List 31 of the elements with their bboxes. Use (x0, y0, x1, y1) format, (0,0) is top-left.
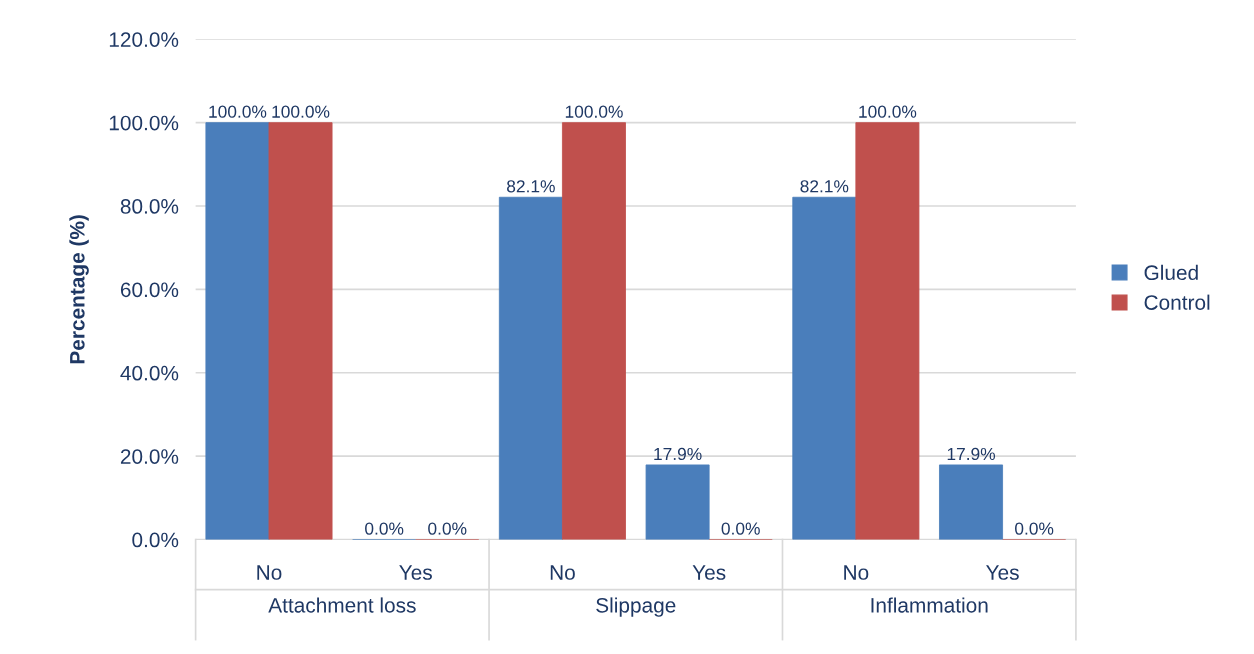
y-tick-label: 0.0% (132, 532, 179, 548)
y-tick-label: 40.0% (120, 365, 179, 381)
x-tick-label: Yes (399, 565, 432, 580)
data-label: 0.0% (428, 522, 467, 535)
x-tick-label: Yes (986, 565, 1019, 580)
data-label: 0.0% (721, 522, 760, 535)
y-axis-title: Percentage (%) (69, 215, 89, 364)
data-label: 17.9% (654, 447, 702, 461)
y-tick-label: 20.0% (120, 449, 179, 464)
data-label: 82.1% (800, 180, 849, 193)
y-tick-label: 60.0% (120, 282, 179, 298)
data-label: 17.9% (947, 447, 996, 461)
data-label: 100.0% (565, 105, 623, 118)
y-tick-label: 100.0% (109, 115, 179, 131)
data-label: 0.0% (1015, 522, 1054, 535)
x-tick-label: No (257, 565, 282, 580)
text: Attachment loss (268, 597, 416, 613)
x-tick-label: Yes (692, 565, 726, 580)
data-label: 82.1% (507, 180, 555, 193)
data-label: 100.0% (209, 105, 267, 118)
text: Inflammation (871, 597, 988, 613)
text: Slippage (596, 597, 676, 617)
data-label: 100.0% (859, 105, 917, 118)
x-tick-label: No (550, 565, 575, 580)
data-label: 100.0% (272, 105, 330, 118)
y-tick-label: 120.0% (109, 32, 179, 47)
y-tick-label: 80.0% (120, 199, 179, 214)
legend-label: Glued (1144, 264, 1198, 281)
x-tick-label: No (844, 565, 869, 580)
data-label: 0.0% (365, 522, 404, 535)
legend-label: Control (1144, 294, 1210, 310)
